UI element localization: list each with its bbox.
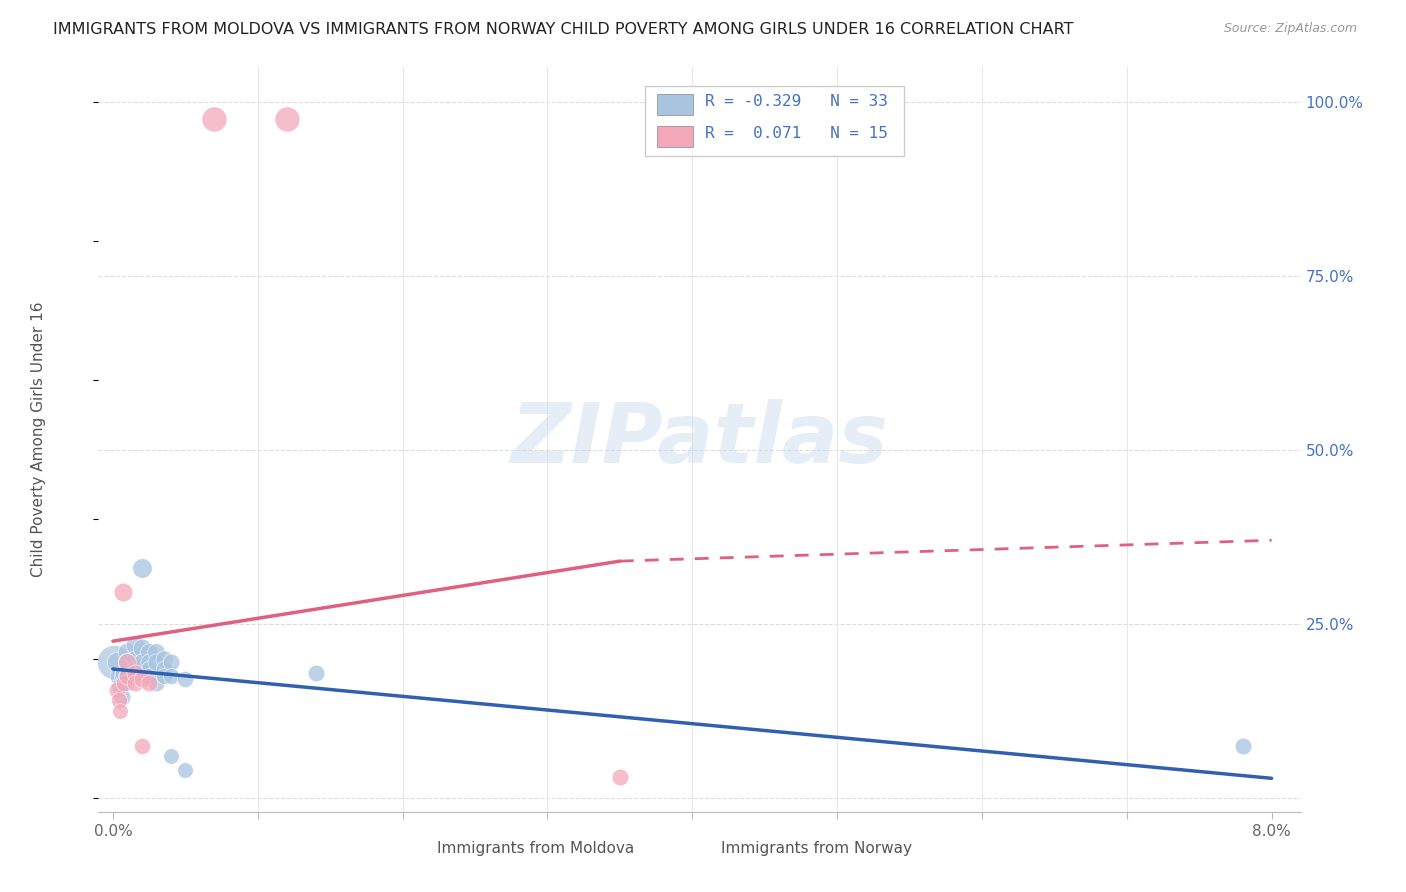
Point	[105, 655, 128, 669]
Point	[305, 665, 328, 680]
Point	[131, 561, 153, 575]
Point	[124, 665, 146, 680]
Point	[138, 645, 160, 659]
FancyBboxPatch shape	[405, 838, 429, 860]
Point	[145, 676, 167, 690]
Point	[124, 651, 146, 665]
FancyBboxPatch shape	[658, 95, 693, 115]
Point	[124, 662, 146, 676]
Point	[160, 655, 183, 669]
Point	[174, 673, 197, 687]
Point	[117, 655, 139, 669]
Text: ZIPatlas: ZIPatlas	[510, 399, 889, 480]
Point	[117, 669, 139, 683]
Point	[112, 669, 135, 683]
Point	[145, 645, 167, 659]
Text: R = -0.329   N = 33: R = -0.329 N = 33	[706, 95, 889, 110]
FancyBboxPatch shape	[658, 126, 693, 146]
Point	[110, 690, 132, 704]
FancyBboxPatch shape	[645, 86, 904, 156]
Text: R =  0.071   N = 15: R = 0.071 N = 15	[706, 127, 889, 142]
Point	[117, 645, 139, 659]
FancyBboxPatch shape	[688, 838, 711, 860]
Point	[107, 693, 129, 707]
Point	[112, 585, 135, 599]
Point	[107, 669, 129, 683]
Point	[152, 651, 174, 665]
Point	[108, 704, 131, 718]
Point	[124, 676, 146, 690]
Text: Child Poverty Among Girls Under 16: Child Poverty Among Girls Under 16	[31, 301, 46, 577]
Point	[174, 763, 197, 777]
Point	[115, 676, 138, 690]
Point	[138, 655, 160, 669]
Point	[114, 665, 136, 680]
Point	[117, 669, 139, 683]
Point	[131, 673, 153, 687]
Point	[138, 676, 160, 690]
Point	[103, 655, 125, 669]
Point	[108, 680, 131, 694]
Point	[131, 641, 153, 656]
Point	[124, 638, 146, 652]
Text: Source: ZipAtlas.com: Source: ZipAtlas.com	[1223, 22, 1357, 36]
Point	[145, 655, 167, 669]
Text: IMMIGRANTS FROM MOLDOVA VS IMMIGRANTS FROM NORWAY CHILD POVERTY AMONG GIRLS UNDE: IMMIGRANTS FROM MOLDOVA VS IMMIGRANTS FR…	[53, 22, 1074, 37]
Point	[152, 669, 174, 683]
Point	[114, 676, 136, 690]
Point	[202, 112, 225, 127]
Point	[131, 655, 153, 669]
Text: Immigrants from Moldova: Immigrants from Moldova	[437, 841, 634, 856]
Point	[276, 112, 298, 127]
Point	[1232, 739, 1254, 753]
Point	[138, 662, 160, 676]
Point	[160, 749, 183, 764]
Point	[138, 669, 160, 683]
Point	[152, 662, 174, 676]
Point	[609, 770, 631, 784]
Point	[131, 739, 153, 753]
Point	[105, 682, 128, 697]
Point	[160, 669, 183, 683]
Point	[117, 655, 139, 669]
Text: Immigrants from Norway: Immigrants from Norway	[721, 841, 912, 856]
